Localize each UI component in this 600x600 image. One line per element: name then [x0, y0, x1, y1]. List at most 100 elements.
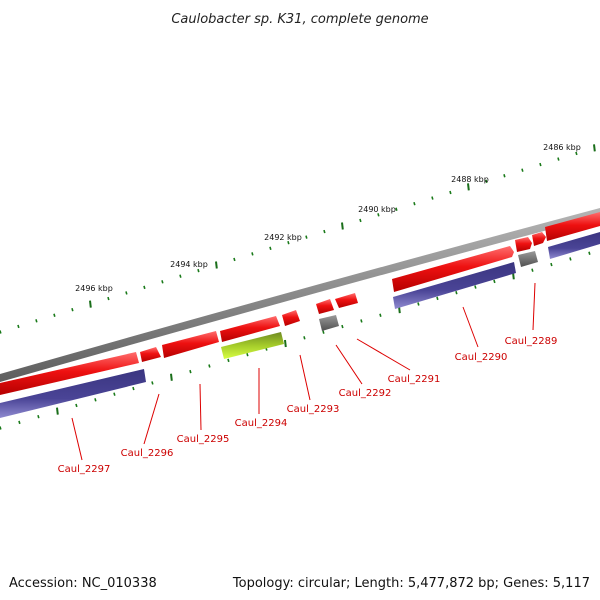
minor-tick	[113, 392, 116, 396]
minor-tick	[449, 190, 452, 195]
gene-label-caul-2296[interactable]: Caul_2296	[121, 448, 174, 459]
minor-tick	[246, 353, 249, 357]
kbp-labels: 2486 kbp 2488 kbp 2490 kbp 2492 kbp 2494 kbp…	[75, 143, 581, 293]
major-tick	[215, 261, 218, 269]
kbp-label: 2496 kbp	[75, 284, 113, 293]
genome-backbone	[0, 208, 600, 382]
gene-caul-2297-cds	[0, 352, 139, 395]
minor-tick	[588, 251, 591, 255]
gene-labels: Caul_2289 Caul_2290 Caul_2291 Caul_2292 …	[58, 336, 558, 475]
minor-tick	[377, 213, 380, 217]
gene-caul-2289-cds	[545, 212, 600, 241]
minor-tick	[431, 196, 434, 200]
gene-caul-2297-reverse	[0, 369, 146, 418]
minor-tick	[132, 386, 135, 391]
minor-tick	[531, 268, 534, 272]
gene-caul-2290-main-cds	[392, 246, 514, 292]
minor-tick	[360, 319, 363, 323]
minor-tick	[485, 179, 488, 184]
kbp-label: 2486 kbp	[543, 143, 581, 152]
minor-tick	[107, 296, 110, 301]
major-tick	[593, 144, 596, 152]
minor-tick	[0, 426, 2, 430]
minor-tick	[503, 174, 506, 178]
kbp-label: 2488 kbp	[451, 175, 489, 184]
minor-tick	[233, 257, 236, 262]
minor-tick	[417, 302, 420, 306]
label-leader-line	[532, 282, 536, 331]
minor-tick	[359, 218, 362, 223]
forward-strand-track	[0, 212, 600, 395]
minor-tick	[575, 151, 578, 156]
minor-tick	[436, 296, 439, 301]
minor-tick	[179, 274, 182, 278]
minor-tick	[455, 291, 458, 295]
minor-tick	[550, 262, 553, 267]
gene-label-caul-2293[interactable]: Caul_2293	[287, 404, 340, 415]
minor-tick	[125, 291, 128, 295]
minor-tick	[474, 285, 477, 289]
minor-tick	[161, 280, 164, 284]
gene-caul-2292-cds	[316, 299, 334, 314]
minor-tick	[557, 157, 560, 161]
gene-label-caul-2289[interactable]: Caul_2289	[505, 336, 558, 347]
minor-tick	[323, 229, 326, 234]
minor-tick	[303, 336, 306, 340]
gene-caul-2289-reverse	[548, 232, 600, 259]
gene-label-caul-2297[interactable]: Caul_2297	[58, 464, 111, 475]
minor-tick	[53, 313, 56, 317]
minor-tick	[269, 246, 272, 251]
minor-tick	[17, 324, 20, 329]
minor-tick	[151, 381, 154, 385]
gene-caul-2290-cds	[515, 237, 532, 252]
kbp-label: 2492 kbp	[264, 233, 302, 242]
minor-tick	[227, 358, 230, 363]
minor-tick	[189, 369, 192, 374]
minor-tick	[143, 285, 146, 290]
gene-label-caul-2290[interactable]: Caul_2290	[455, 352, 508, 363]
gene-caul-2294-cds	[220, 316, 280, 342]
label-leader-line	[335, 344, 363, 385]
gene-label-caul-2295[interactable]: Caul_2295	[177, 434, 230, 445]
accession-text: Accession: NC_010338	[9, 576, 157, 591]
major-tick	[284, 339, 287, 348]
map-title: Caulobacter sp. K31, complete genome	[171, 12, 428, 27]
minor-tick	[493, 279, 496, 284]
label-leader-line	[71, 417, 83, 461]
minor-tick	[208, 364, 211, 368]
minor-tick	[71, 307, 74, 312]
coordinate-ticks	[0, 144, 596, 430]
gene-label-caul-2294[interactable]: Caul_2294	[235, 418, 288, 429]
minor-tick	[569, 257, 572, 261]
minor-tick	[322, 330, 325, 334]
gene-caul-2295-cds	[162, 331, 219, 358]
major-tick	[341, 222, 344, 230]
label-leader-line	[462, 306, 479, 348]
genome-summary-text: Topology: circular; Length: 5,477,872 bp…	[232, 576, 590, 591]
gene-caul-2293-cds	[282, 310, 300, 326]
minor-tick	[35, 319, 38, 323]
minor-tick	[197, 268, 200, 273]
major-tick	[89, 300, 92, 308]
kbp-label: 2490 kbp	[358, 205, 396, 214]
gene-label-caul-2291[interactable]: Caul_2291	[388, 374, 441, 385]
minor-tick	[395, 207, 398, 211]
minor-tick	[379, 313, 382, 317]
gene-caul-2289-gray	[518, 251, 538, 267]
gene-label-caul-2292[interactable]: Caul_2292	[339, 388, 392, 399]
gene-caul-2296-cds	[140, 347, 161, 362]
kbp-label: 2494 kbp	[170, 260, 208, 269]
minor-tick	[287, 241, 290, 245]
minor-tick	[539, 162, 542, 167]
minor-tick	[251, 252, 254, 256]
minor-tick	[521, 168, 524, 172]
minor-tick	[18, 420, 21, 425]
minor-tick	[37, 415, 40, 419]
minor-tick	[94, 398, 97, 402]
gene-caul-2290-reverse	[393, 262, 516, 309]
major-tick	[467, 183, 470, 191]
label-leader-line	[143, 393, 160, 445]
minor-tick	[413, 201, 416, 206]
label-leader-line	[356, 338, 411, 371]
